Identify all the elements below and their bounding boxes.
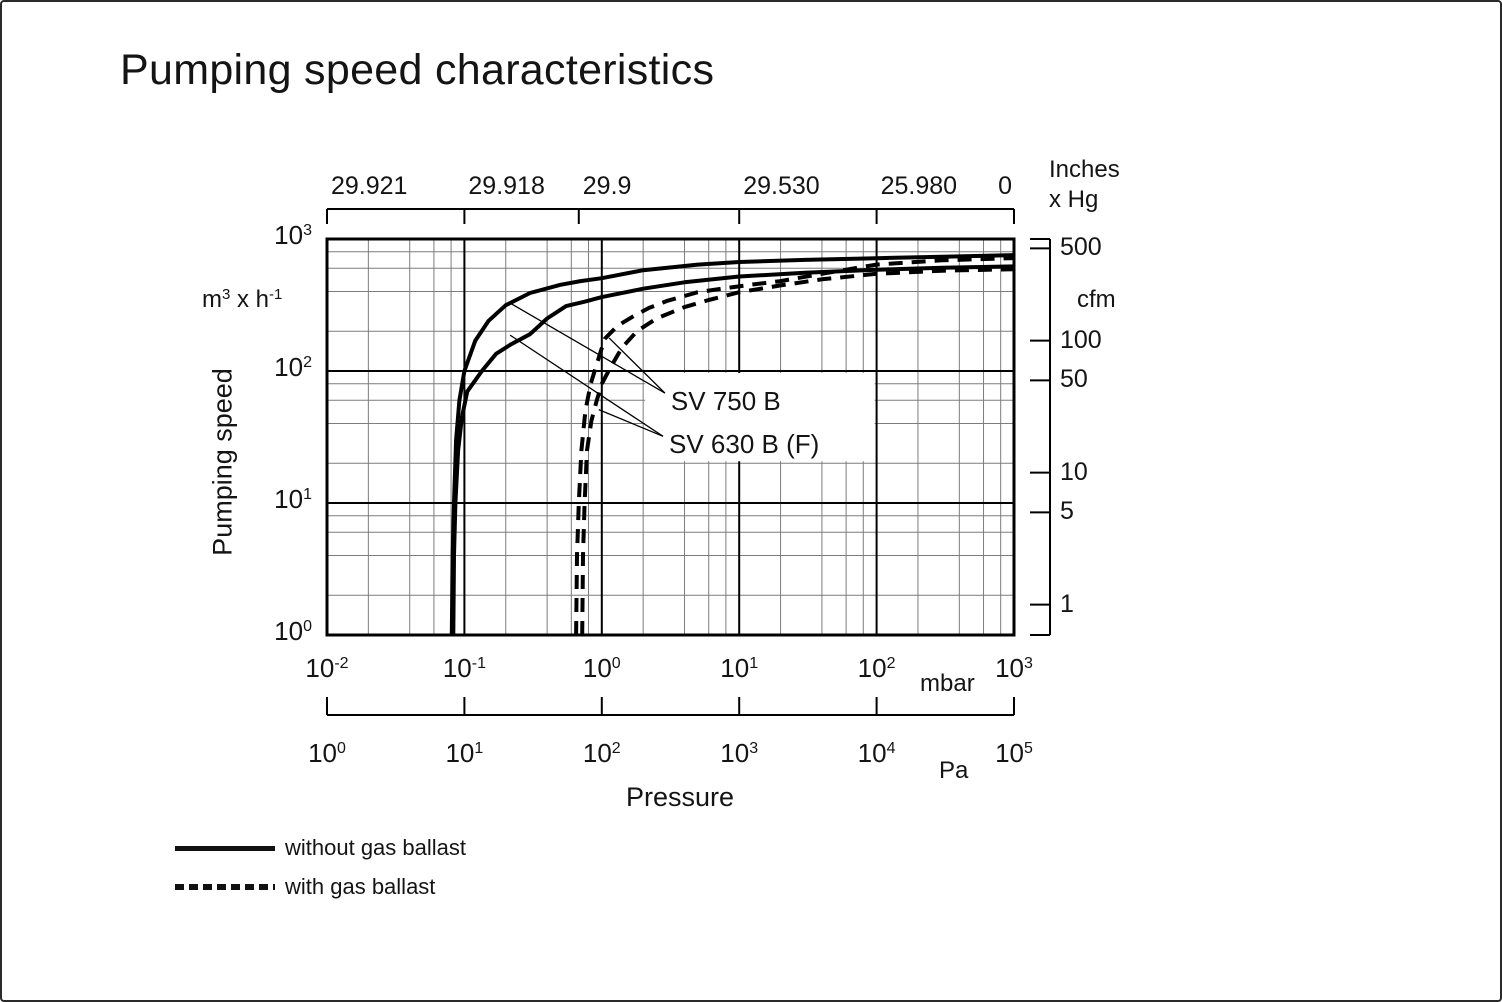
speed-unit-sup-minus1: -1	[269, 286, 283, 303]
tick-base: 10	[582, 738, 612, 768]
tick-exponent: 1	[474, 740, 484, 757]
tick-exponent: 0	[611, 655, 621, 672]
tick-exponent: 5	[1024, 740, 1033, 757]
tick-label-pa: 102	[582, 738, 621, 769]
curve-sv-750-b-without-gb	[449, 253, 1015, 635]
tick-label-cfm: 100	[1060, 325, 1102, 354]
tick-label-cfm: 5	[1060, 497, 1074, 526]
inches-hg-unit-label: Inches x Hg	[1049, 155, 1120, 215]
mbar-unit-label: mbar	[920, 670, 975, 697]
tick-label-cfm: 1	[1060, 589, 1074, 618]
inches-hg-axis	[326, 208, 1015, 224]
curve-sv-630-b-f--without-gb	[451, 264, 1015, 635]
annotation-label-box	[645, 373, 875, 462]
tick-exponent: 1	[749, 655, 759, 672]
tick-label-inches: 29.921	[331, 172, 408, 200]
tick-label-speed: 103	[202, 220, 312, 251]
annotation-pointer-lines	[509, 302, 666, 437]
legend-label-with: with gas ballast	[285, 874, 436, 899]
y-axis-title: Pumping speed	[207, 368, 238, 556]
tick-label-inches: 25.980	[880, 172, 958, 200]
tick-exponent: 2	[303, 354, 312, 371]
tick-base: 10	[274, 616, 304, 646]
tick-label-cfm: 50	[1060, 365, 1088, 394]
tick-exponent: 1	[303, 486, 312, 503]
tick-base: 10	[274, 352, 304, 382]
tick-base: 10	[308, 738, 338, 768]
tick-exponent: 3	[303, 222, 312, 239]
tick-exponent: 4	[886, 740, 896, 757]
legend-item-without-gas-ballast: without gas ballast	[175, 835, 466, 861]
tick-exponent: 0	[303, 618, 312, 635]
tick-base: 10	[857, 738, 887, 768]
tick-label-mbar: 101	[720, 653, 759, 684]
tick-exponent: -2	[334, 655, 349, 672]
tick-label-inches: 29.530	[743, 172, 820, 200]
grid-major	[327, 239, 1014, 635]
tick-exponent: 3	[749, 740, 759, 757]
tick-base: 10	[305, 653, 335, 683]
chart-title: Pumping speed characteristics	[120, 46, 715, 94]
tick-base: 10	[274, 220, 304, 250]
tick-base: 10	[445, 738, 475, 768]
tick-label-pa: 101	[445, 738, 484, 769]
cfm-axis	[1030, 238, 1051, 636]
tick-label-speed: 100	[202, 616, 312, 647]
tick-label-mbar: 102	[857, 653, 896, 684]
tick-label-inches: 29.918	[468, 172, 545, 200]
tick-exponent: 0	[337, 740, 346, 757]
tick-label-speed: 102	[202, 352, 312, 383]
pa-unit-label: Pa	[939, 757, 969, 784]
x-axis-title: Pressure	[625, 782, 735, 812]
tick-base: 10	[720, 738, 750, 768]
tick-base: 10	[442, 653, 472, 683]
curves	[449, 253, 1015, 635]
tick-label-mbar: 100	[582, 653, 621, 684]
tick-label-pa: 103	[720, 738, 759, 769]
tick-base: 10	[274, 484, 304, 514]
tick-base: 10	[995, 653, 1025, 683]
tick-label-pa: 104	[857, 738, 896, 769]
tick-label-cfm: 500	[1060, 233, 1102, 262]
inches-unit-line2: x Hg	[1049, 186, 1099, 213]
curve-sv-750-b-with-gb	[574, 256, 1015, 635]
tick-label-pa: 105	[995, 738, 1033, 769]
tick-exponent: 2	[886, 655, 896, 672]
tick-base: 10	[720, 653, 750, 683]
cfm-unit-label: cfm	[1077, 286, 1116, 313]
tick-label-inches: 29.9	[582, 172, 632, 200]
tick-label-mbar: 103	[995, 653, 1033, 684]
tick-label-cfm: 10	[1060, 457, 1088, 486]
tick-exponent: 3	[1024, 655, 1033, 672]
tick-exponent: -1	[471, 655, 486, 672]
tick-label-mbar: 10-1	[442, 653, 486, 684]
tick-exponent: 2	[611, 740, 621, 757]
tick-base: 10	[582, 653, 612, 683]
tick-label-mbar: 10-2	[305, 653, 349, 684]
legend: without gas ballast with gas ballast	[175, 835, 466, 900]
inches-unit-line1: Inches	[1049, 156, 1120, 183]
tick-base: 10	[857, 653, 887, 683]
dashed-line-swatch	[175, 884, 275, 890]
annotation-label: SV 630 B (F)	[669, 429, 820, 460]
tick-base: 10	[995, 738, 1025, 768]
annotation-label: SV 750 B	[670, 386, 781, 417]
tick-label-speed: 101	[202, 484, 312, 515]
solid-line-swatch	[175, 845, 275, 851]
plot-border	[325, 237, 1016, 637]
legend-label-without: without gas ballast	[285, 835, 466, 860]
legend-item-with-gas-ballast: with gas ballast	[175, 874, 466, 900]
curve-sv-630-b-f--with-gb	[580, 267, 1015, 635]
speed-unit-label: m3 x h-1	[202, 286, 283, 313]
tick-label-inches: 0	[998, 172, 1012, 200]
tick-label-pa: 100	[308, 738, 346, 769]
pa-axis	[326, 697, 1015, 716]
speed-unit-sup-3: 3	[222, 286, 231, 303]
